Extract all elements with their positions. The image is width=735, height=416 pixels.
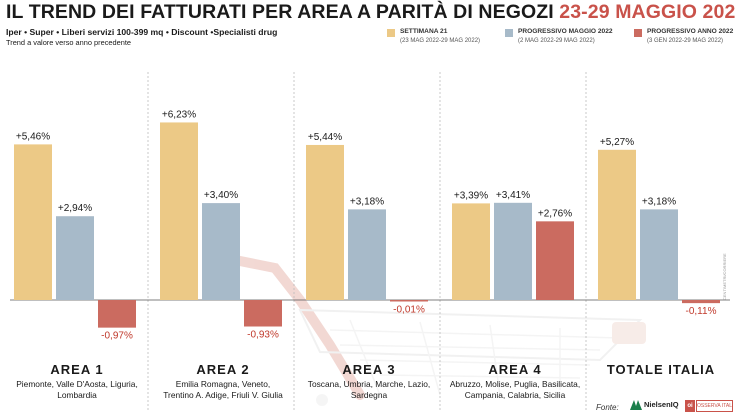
bar-totale-italia-s1 <box>598 149 636 300</box>
data-label: +3,18% <box>350 196 384 207</box>
bar-area-3-s2 <box>348 209 386 300</box>
category-label: AREA 3 <box>342 362 395 377</box>
osserva-mark-icon: oi <box>685 400 695 412</box>
bar-area-1-s2 <box>56 216 94 300</box>
chart-title-date: 23-29 MAGGIO 2022 <box>559 1 735 23</box>
source-label: Fonte: <box>596 403 619 412</box>
legend-swatch-progressivo-anno <box>634 29 642 37</box>
bar-totale-italia-s2 <box>640 209 678 300</box>
legend-label-progressivo-anno: PROGRESSIVO ANNO 2022 <box>647 28 734 35</box>
data-label: -0,97% <box>101 331 133 342</box>
bar-area-2-s2 <box>202 203 240 300</box>
category-detail-label: Campania, Calabria, Sicilia <box>465 390 566 400</box>
category-detail-label: Emilia Romagna, Veneto, <box>176 379 271 389</box>
credit-text: CENTIMETRI/CORRIERE <box>722 253 727 300</box>
bar-area-1-s3 <box>98 300 136 328</box>
category-label: AREA 4 <box>488 362 541 377</box>
data-label: -0,11% <box>686 306 717 317</box>
data-labels-group: +5,46% +2,94% -0,97% +6,23% +3,40% -0,93% +5,4… <box>16 109 717 341</box>
data-label: +3,39% <box>454 190 488 201</box>
bar-area-1-s1 <box>14 144 52 300</box>
category-label: AREA 2 <box>196 362 249 377</box>
bar-series-group <box>14 122 720 328</box>
chart-note: Trend a valore verso anno precedente <box>6 38 132 47</box>
legend-swatch-progressivo-maggio <box>505 29 513 37</box>
data-label: +2,94% <box>58 203 92 214</box>
bar-area-2-s1 <box>160 122 198 300</box>
category-detail-label: Sardegna <box>351 390 388 400</box>
nielsen-mark-icon <box>630 400 642 411</box>
shopping-cart-illustration <box>220 253 646 406</box>
chart-title: IL TREND DEI FATTURATI PER AREA A PARITÀ… <box>6 1 735 24</box>
category-detail-label: Lombardia <box>57 390 97 400</box>
data-label: +5,46% <box>16 131 50 142</box>
nielseniq-logo: NielsenIQ <box>630 400 680 413</box>
data-label: -0,01% <box>393 305 425 316</box>
osserva-italia-logo: oi OSSERVA ITALIA <box>685 400 733 412</box>
column-dividers <box>147 72 587 412</box>
bar-area-3-s3 <box>390 300 428 302</box>
data-label: +2,76% <box>538 208 572 219</box>
category-label: AREA 1 <box>50 362 103 377</box>
category-detail-label: Abruzzo, Molise, Puglia, Basilicata, <box>450 379 580 389</box>
data-label: +6,23% <box>162 109 196 120</box>
data-label: +3,18% <box>642 196 676 207</box>
data-label: +5,27% <box>600 137 634 148</box>
nielseniq-logo-text: NielsenIQ <box>644 400 679 409</box>
data-label: +3,41% <box>496 190 530 201</box>
legend-range-settimana: (23 MAG 2022-29 MAG 2022) <box>400 38 481 44</box>
legend-label-settimana: SETTIMANA 21 <box>400 28 448 35</box>
bar-area-4-s1 <box>452 203 490 300</box>
chart-title-main: IL TREND DEI FATTURATI PER AREA A PARITÀ… <box>6 1 554 23</box>
category-detail-label: Piemonte, Valle D'Aosta, Liguria, <box>16 379 138 389</box>
bar-totale-italia-s3 <box>682 300 720 304</box>
category-detail-label: Trentino A. Adige, Friuli V. Giulia <box>163 390 283 400</box>
bar-area-3-s1 <box>306 144 344 300</box>
data-label: +3,40% <box>204 190 238 201</box>
data-label: +5,44% <box>308 132 342 143</box>
category-label: TOTALE ITALIA <box>607 362 715 377</box>
data-label: -0,93% <box>247 330 279 341</box>
category-labels-group: AREA 1 Piemonte, Valle D'Aosta, Liguria,L… <box>16 362 715 400</box>
bar-area-2-s3 <box>244 300 282 327</box>
bar-area-4-s3 <box>536 221 574 300</box>
osserva-italia-logo-text: OSSERVA ITALIA <box>696 400 733 412</box>
legend-swatch-settimana <box>387 29 395 37</box>
category-detail-label: Toscana, Umbria, Marche, Lazio, <box>308 379 430 389</box>
legend-range-progressivo-anno: (3 GEN 2022-29 MAG 2022) <box>647 38 724 44</box>
legend-range-progressivo-maggio: (2 MAG 2022-29 MAG 2022) <box>518 38 595 44</box>
legend-label-progressivo-maggio: PROGRESSIVO MAGGIO 2022 <box>518 28 613 35</box>
chart-subtitle: Iper • Super • Liberi servizi 100-399 mq… <box>6 27 278 37</box>
bar-area-4-s2 <box>494 202 532 300</box>
